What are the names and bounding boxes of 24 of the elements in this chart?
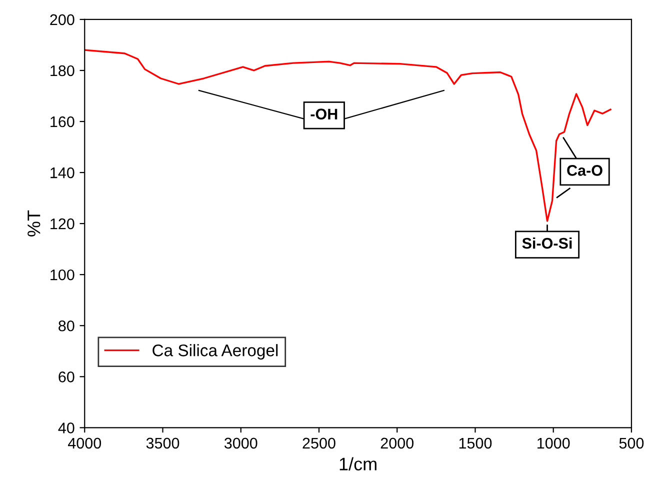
y-tick-label: 140 bbox=[50, 167, 74, 178]
x-tick-label: 2500 bbox=[302, 438, 336, 449]
x-axis-title: 1/cm bbox=[340, 457, 376, 470]
y-tick-label: 60 bbox=[58, 372, 74, 382]
x-tick-label: 1500 bbox=[459, 438, 492, 449]
x-tick-label: 500 bbox=[619, 438, 644, 449]
legend-label: Ca Silica Aerogel bbox=[152, 344, 278, 360]
y-tick-label: 160 bbox=[50, 116, 74, 128]
annotation: Ca-O bbox=[567, 165, 602, 176]
y-tick-label: 120 bbox=[50, 218, 74, 230]
x-tick-label: 3000 bbox=[224, 438, 258, 449]
x-tick-label: 3500 bbox=[146, 438, 180, 449]
x-tick-label: 4000 bbox=[68, 438, 102, 449]
y-tick-label: 80 bbox=[58, 320, 74, 332]
y-tick-label: 200 bbox=[50, 14, 74, 26]
annotation: Si-O-Si bbox=[522, 238, 572, 249]
line-series bbox=[84, 49, 612, 222]
y-tick-label: 40 bbox=[58, 422, 74, 434]
y-axis-title: %T bbox=[28, 210, 40, 236]
x-tick-label: 2000 bbox=[380, 438, 414, 449]
x-tick-label: 1000 bbox=[538, 438, 570, 449]
y-tick-label: 100 bbox=[50, 269, 74, 280]
annotation: -OH bbox=[310, 108, 338, 120]
y-tick-label: 180 bbox=[50, 65, 74, 76]
